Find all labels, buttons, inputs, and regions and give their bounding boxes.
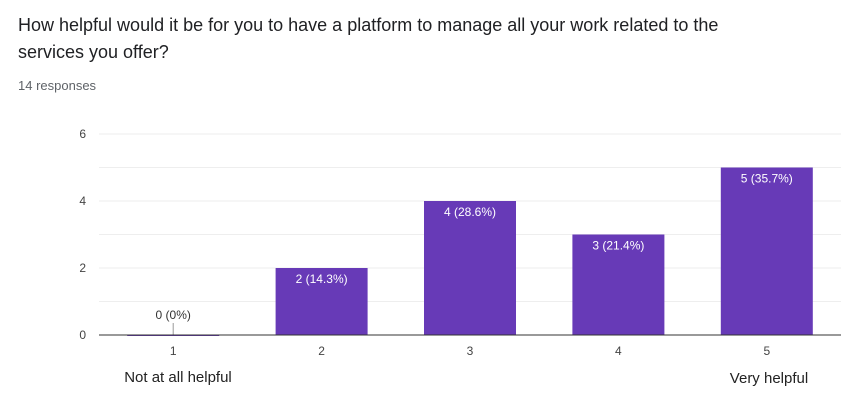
bar: [572, 234, 665, 335]
x-tick-label: 5: [763, 344, 770, 358]
x-tick-label: 1: [170, 344, 177, 358]
bar-data-label: 0 (0%): [156, 308, 191, 322]
y-tick-label: 4: [79, 194, 86, 208]
scale-label-high: Very helpful: [730, 370, 808, 387]
bar-data-label: 3 (21.4%): [592, 239, 644, 253]
bar-data-label: 5 (35.7%): [741, 172, 793, 186]
x-axis-ticks: 1 2 3 4 5: [170, 344, 771, 358]
y-tick-label: 0: [79, 328, 86, 342]
bars: 0 (0%) 2 (14.3%) 4 (28.6%) 3 (21.4%) 5 (35.7…: [127, 167, 813, 336]
x-tick-label: 3: [467, 344, 474, 358]
y-tick-label: 2: [79, 261, 86, 275]
y-tick-label: 6: [79, 127, 86, 141]
response-count: 14 responses: [18, 78, 97, 93]
bar-data-label: 4 (28.6%): [444, 205, 496, 219]
x-tick-label: 4: [615, 344, 622, 358]
question-title: How helpful would it be for you to have …: [18, 15, 719, 62]
x-tick-label: 2: [318, 344, 325, 358]
bar: [424, 201, 516, 335]
bar: [720, 167, 813, 335]
bar-data-label: 2 (14.3%): [296, 272, 348, 286]
bar: [275, 268, 368, 335]
scale-label-low: Not at all helpful: [124, 369, 232, 386]
y-axis-ticks: 0 2 4 6: [79, 127, 86, 342]
